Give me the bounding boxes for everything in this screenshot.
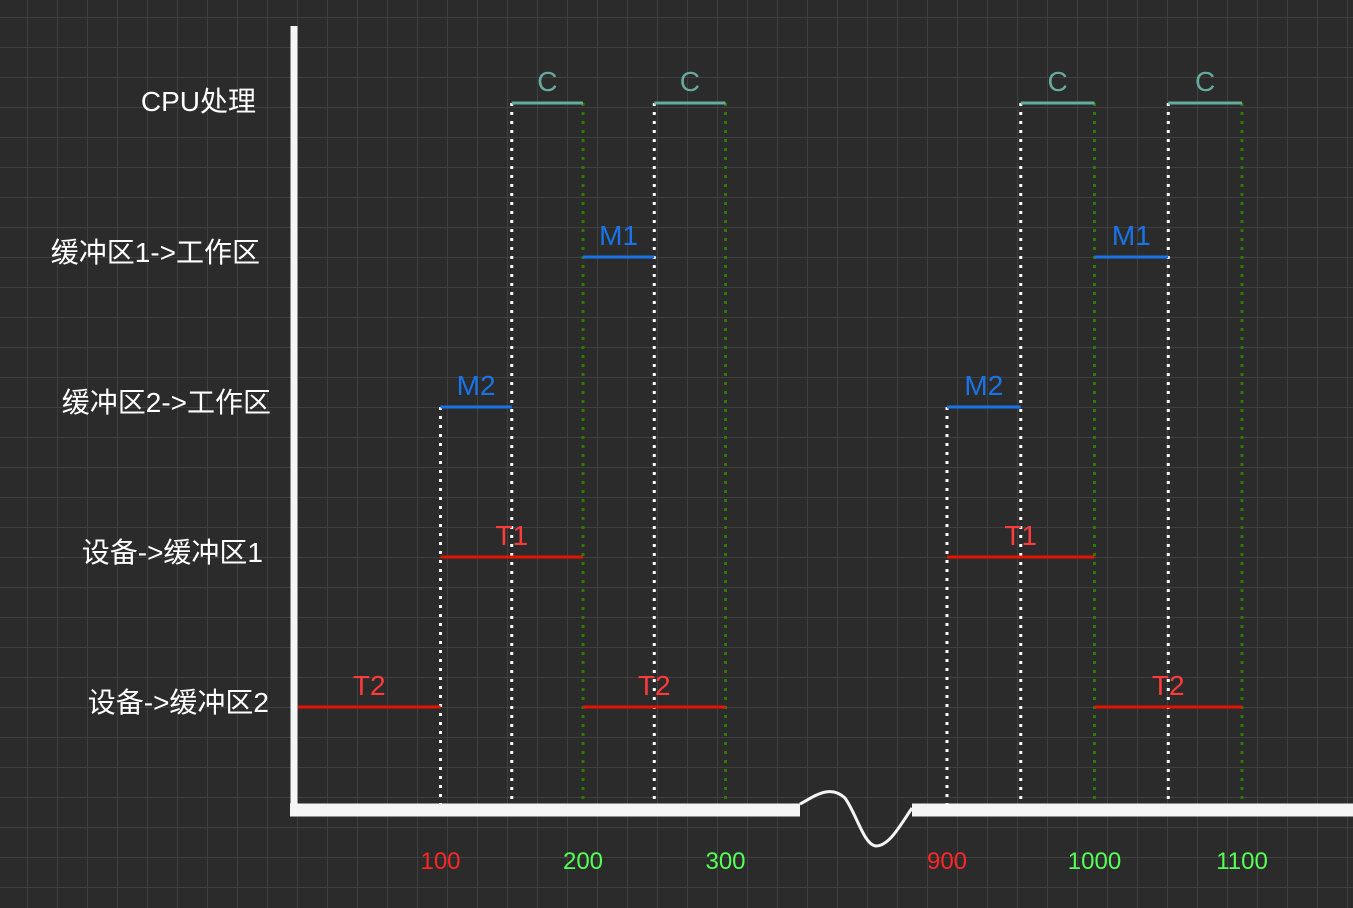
segment-label-b2w-100: M2 — [457, 370, 496, 401]
tick-label-200: 200 — [563, 848, 603, 875]
segment-label-b2w-900: M2 — [964, 370, 1003, 401]
tick-label-300: 300 — [705, 848, 745, 875]
x-tick-labels: 100 200 300 900 1000 1100 — [420, 848, 1267, 875]
process-segments: T2 M2 T1 C M1 T2 C M2 T1 C M1 T2 C — [298, 66, 1242, 709]
segment-label-cpu-1050: C — [1195, 66, 1215, 97]
segment-label-db1-900: T1 — [1004, 520, 1037, 551]
tick-label-1000: 1000 — [1068, 848, 1121, 875]
segment-label-cpu-250: C — [680, 66, 700, 97]
time-marker-lines — [439, 103, 1244, 804]
tick-label-900: 900 — [927, 848, 967, 875]
segment-label-cpu-950: C — [1048, 66, 1068, 97]
segment-label-db2-0: T2 — [353, 670, 386, 701]
segment-label-b1w-200: M1 — [599, 220, 638, 251]
segment-label-db1-100: T1 — [495, 520, 528, 551]
lane-label-db1: 设备->缓冲区1 — [82, 537, 263, 568]
tick-label-100: 100 — [420, 848, 460, 875]
segment-label-db2-200: T2 — [638, 670, 671, 701]
lane-label-cpu: CPU处理 — [141, 86, 256, 117]
lane-label-b2w: 缓冲区2->工作区 — [62, 387, 271, 418]
tick-label-1100: 1100 — [1216, 848, 1268, 875]
segment-label-db2-1000: T2 — [1152, 670, 1185, 701]
axes — [290, 26, 1353, 848]
lane-label-db2: 设备->缓冲区2 — [88, 687, 269, 718]
axis-break-wave — [799, 790, 914, 848]
lane-label-b1w: 缓冲区1->工作区 — [51, 237, 260, 268]
segment-label-b1w-1000: M1 — [1112, 220, 1151, 251]
segment-label-cpu-150: C — [537, 66, 557, 97]
